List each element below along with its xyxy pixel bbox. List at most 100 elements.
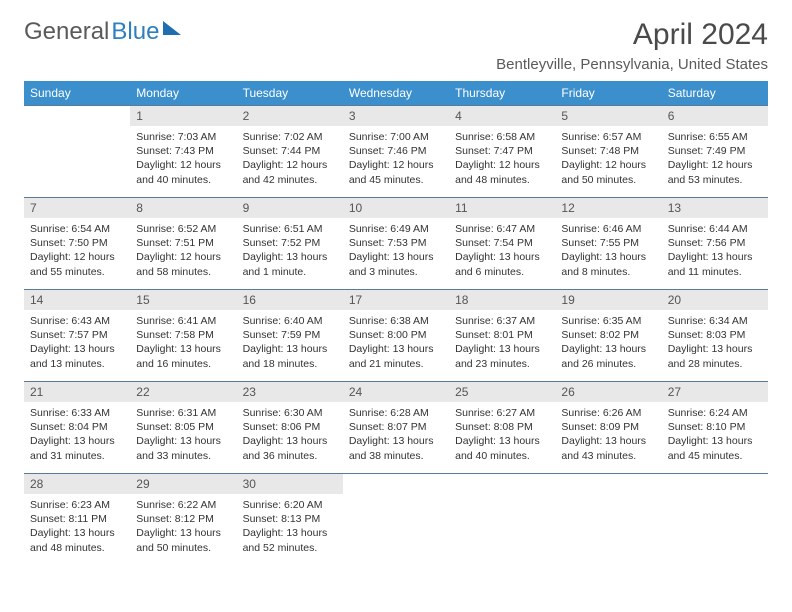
daylight-text-1: Daylight: 13 hours — [243, 434, 337, 448]
calendar-day-cell: 23Sunrise: 6:30 AMSunset: 8:06 PMDayligh… — [237, 382, 343, 474]
weekday-header: Thursday — [449, 81, 555, 106]
day-details: Sunrise: 6:22 AMSunset: 8:12 PMDaylight:… — [130, 494, 236, 559]
calendar-day-cell: 4Sunrise: 6:58 AMSunset: 7:47 PMDaylight… — [449, 106, 555, 198]
daylight-text-1: Daylight: 13 hours — [561, 434, 655, 448]
calendar-header-row: SundayMondayTuesdayWednesdayThursdayFrid… — [24, 81, 768, 106]
daylight-text-1: Daylight: 13 hours — [30, 342, 124, 356]
day-details: Sunrise: 6:40 AMSunset: 7:59 PMDaylight:… — [237, 310, 343, 375]
weekday-header: Friday — [555, 81, 661, 106]
sunrise-text: Sunrise: 6:55 AM — [668, 130, 762, 144]
calendar-day-cell: 5Sunrise: 6:57 AMSunset: 7:48 PMDaylight… — [555, 106, 661, 198]
daylight-text-2: and 26 minutes. — [561, 357, 655, 371]
daylight-text-2: and 6 minutes. — [455, 265, 549, 279]
sunrise-text: Sunrise: 6:24 AM — [668, 406, 762, 420]
sunrise-text: Sunrise: 6:57 AM — [561, 130, 655, 144]
sunset-text: Sunset: 8:12 PM — [136, 512, 230, 526]
daylight-text-1: Daylight: 13 hours — [30, 526, 124, 540]
calendar-day-cell: 1Sunrise: 7:03 AMSunset: 7:43 PMDaylight… — [130, 106, 236, 198]
daylight-text-2: and 21 minutes. — [349, 357, 443, 371]
sunset-text: Sunset: 7:49 PM — [668, 144, 762, 158]
sunrise-text: Sunrise: 6:54 AM — [30, 222, 124, 236]
sunrise-text: Sunrise: 6:27 AM — [455, 406, 549, 420]
sunrise-text: Sunrise: 6:20 AM — [243, 498, 337, 512]
day-number: 15 — [130, 290, 236, 310]
logo: GeneralBlue — [24, 18, 181, 46]
calendar-day-cell: 16Sunrise: 6:40 AMSunset: 7:59 PMDayligh… — [237, 290, 343, 382]
sunrise-text: Sunrise: 6:34 AM — [668, 314, 762, 328]
daylight-text-2: and 31 minutes. — [30, 449, 124, 463]
sunset-text: Sunset: 8:00 PM — [349, 328, 443, 342]
sunset-text: Sunset: 7:54 PM — [455, 236, 549, 250]
sunrise-text: Sunrise: 6:33 AM — [30, 406, 124, 420]
daylight-text-2: and 38 minutes. — [349, 449, 443, 463]
day-number: 6 — [662, 106, 768, 126]
day-details: Sunrise: 6:57 AMSunset: 7:48 PMDaylight:… — [555, 126, 661, 191]
day-details: Sunrise: 6:34 AMSunset: 8:03 PMDaylight:… — [662, 310, 768, 375]
daylight-text-1: Daylight: 12 hours — [243, 158, 337, 172]
daylight-text-1: Daylight: 12 hours — [30, 250, 124, 264]
calendar-day-cell: 10Sunrise: 6:49 AMSunset: 7:53 PMDayligh… — [343, 198, 449, 290]
daylight-text-1: Daylight: 13 hours — [349, 342, 443, 356]
day-details: Sunrise: 6:35 AMSunset: 8:02 PMDaylight:… — [555, 310, 661, 375]
day-number: 22 — [130, 382, 236, 402]
day-details: Sunrise: 6:55 AMSunset: 7:49 PMDaylight:… — [662, 126, 768, 191]
day-details: Sunrise: 6:43 AMSunset: 7:57 PMDaylight:… — [24, 310, 130, 375]
sunset-text: Sunset: 8:05 PM — [136, 420, 230, 434]
sunrise-text: Sunrise: 6:46 AM — [561, 222, 655, 236]
sunset-text: Sunset: 8:10 PM — [668, 420, 762, 434]
daylight-text-2: and 13 minutes. — [30, 357, 124, 371]
daylight-text-2: and 40 minutes. — [455, 449, 549, 463]
logo-text-blue: Blue — [111, 18, 159, 46]
daylight-text-1: Daylight: 12 hours — [349, 158, 443, 172]
calendar-week-row: 28Sunrise: 6:23 AMSunset: 8:11 PMDayligh… — [24, 474, 768, 566]
day-number: 10 — [343, 198, 449, 218]
daylight-text-1: Daylight: 13 hours — [349, 434, 443, 448]
calendar-day-cell: .. — [662, 474, 768, 566]
weekday-header: Saturday — [662, 81, 768, 106]
daylight-text-2: and 18 minutes. — [243, 357, 337, 371]
day-number: 28 — [24, 474, 130, 494]
sunset-text: Sunset: 8:01 PM — [455, 328, 549, 342]
sunset-text: Sunset: 7:43 PM — [136, 144, 230, 158]
day-details: Sunrise: 6:23 AMSunset: 8:11 PMDaylight:… — [24, 494, 130, 559]
sunrise-text: Sunrise: 6:49 AM — [349, 222, 443, 236]
day-details: Sunrise: 6:49 AMSunset: 7:53 PMDaylight:… — [343, 218, 449, 283]
calendar-day-cell: .. — [449, 474, 555, 566]
sunset-text: Sunset: 7:53 PM — [349, 236, 443, 250]
month-title: April 2024 — [496, 18, 768, 52]
sunset-text: Sunset: 7:58 PM — [136, 328, 230, 342]
sunset-text: Sunset: 7:48 PM — [561, 144, 655, 158]
day-number: 20 — [662, 290, 768, 310]
calendar-day-cell: .. — [555, 474, 661, 566]
daylight-text-2: and 45 minutes. — [349, 173, 443, 187]
daylight-text-2: and 48 minutes. — [30, 541, 124, 555]
day-number: 30 — [237, 474, 343, 494]
daylight-text-1: Daylight: 13 hours — [455, 342, 549, 356]
day-number: 27 — [662, 382, 768, 402]
calendar-table: SundayMondayTuesdayWednesdayThursdayFrid… — [24, 81, 768, 566]
daylight-text-2: and 23 minutes. — [455, 357, 549, 371]
daylight-text-1: Daylight: 12 hours — [561, 158, 655, 172]
day-number: 29 — [130, 474, 236, 494]
calendar-day-cell: 24Sunrise: 6:28 AMSunset: 8:07 PMDayligh… — [343, 382, 449, 474]
sunset-text: Sunset: 8:08 PM — [455, 420, 549, 434]
day-details: Sunrise: 7:03 AMSunset: 7:43 PMDaylight:… — [130, 126, 236, 191]
day-details: Sunrise: 6:38 AMSunset: 8:00 PMDaylight:… — [343, 310, 449, 375]
location-text: Bentleyville, Pennsylvania, United State… — [496, 56, 768, 73]
sunset-text: Sunset: 8:04 PM — [30, 420, 124, 434]
calendar-day-cell: 3Sunrise: 7:00 AMSunset: 7:46 PMDaylight… — [343, 106, 449, 198]
daylight-text-2: and 42 minutes. — [243, 173, 337, 187]
sunset-text: Sunset: 8:11 PM — [30, 512, 124, 526]
daylight-text-2: and 50 minutes. — [561, 173, 655, 187]
daylight-text-1: Daylight: 13 hours — [136, 434, 230, 448]
day-details: Sunrise: 6:31 AMSunset: 8:05 PMDaylight:… — [130, 402, 236, 467]
daylight-text-1: Daylight: 13 hours — [243, 342, 337, 356]
weekday-header: Wednesday — [343, 81, 449, 106]
day-number: 23 — [237, 382, 343, 402]
day-number: 21 — [24, 382, 130, 402]
daylight-text-1: Daylight: 13 hours — [243, 526, 337, 540]
logo-text-gray: General — [24, 18, 109, 46]
day-details: Sunrise: 6:20 AMSunset: 8:13 PMDaylight:… — [237, 494, 343, 559]
day-details: Sunrise: 6:44 AMSunset: 7:56 PMDaylight:… — [662, 218, 768, 283]
sunrise-text: Sunrise: 6:38 AM — [349, 314, 443, 328]
